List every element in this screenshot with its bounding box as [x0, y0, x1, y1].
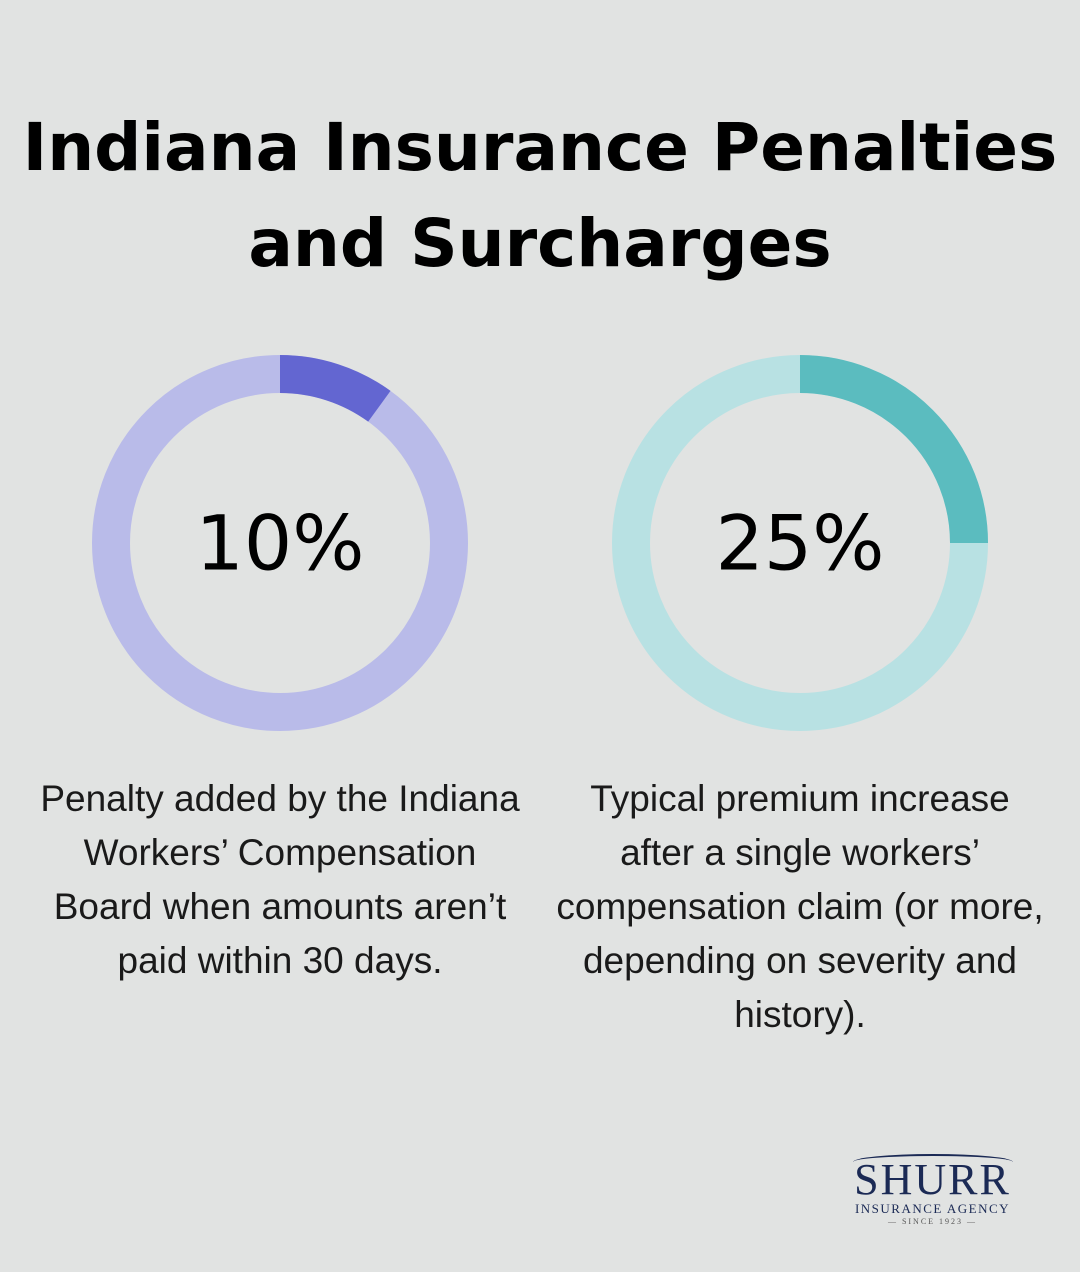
logo-arc [853, 1154, 1013, 1170]
page-title: Indiana Insurance Penalties and Surcharg… [0, 100, 1080, 292]
donut-chart-1: 10% [92, 355, 468, 731]
donut-value-arc [799, 355, 988, 544]
donut-charts: 10% 25% [92, 355, 988, 731]
donut-value-label: 10% [196, 499, 365, 588]
donut-value-arc [279, 355, 391, 422]
description-1: Penalty added by the Indiana Workers’ Co… [40, 778, 520, 981]
description-2: Typical premium increase after a single … [556, 778, 1044, 1035]
donut-chart-2: 25% [612, 355, 988, 731]
donut-value-label: 25% [716, 499, 885, 588]
title-line-1: Indiana Insurance Penalties [22, 109, 1058, 186]
title-line-2: and Surcharges [248, 205, 832, 282]
shurr-logo: SHURR INSURANCE AGENCY — SINCE 1923 — [845, 1154, 1020, 1228]
